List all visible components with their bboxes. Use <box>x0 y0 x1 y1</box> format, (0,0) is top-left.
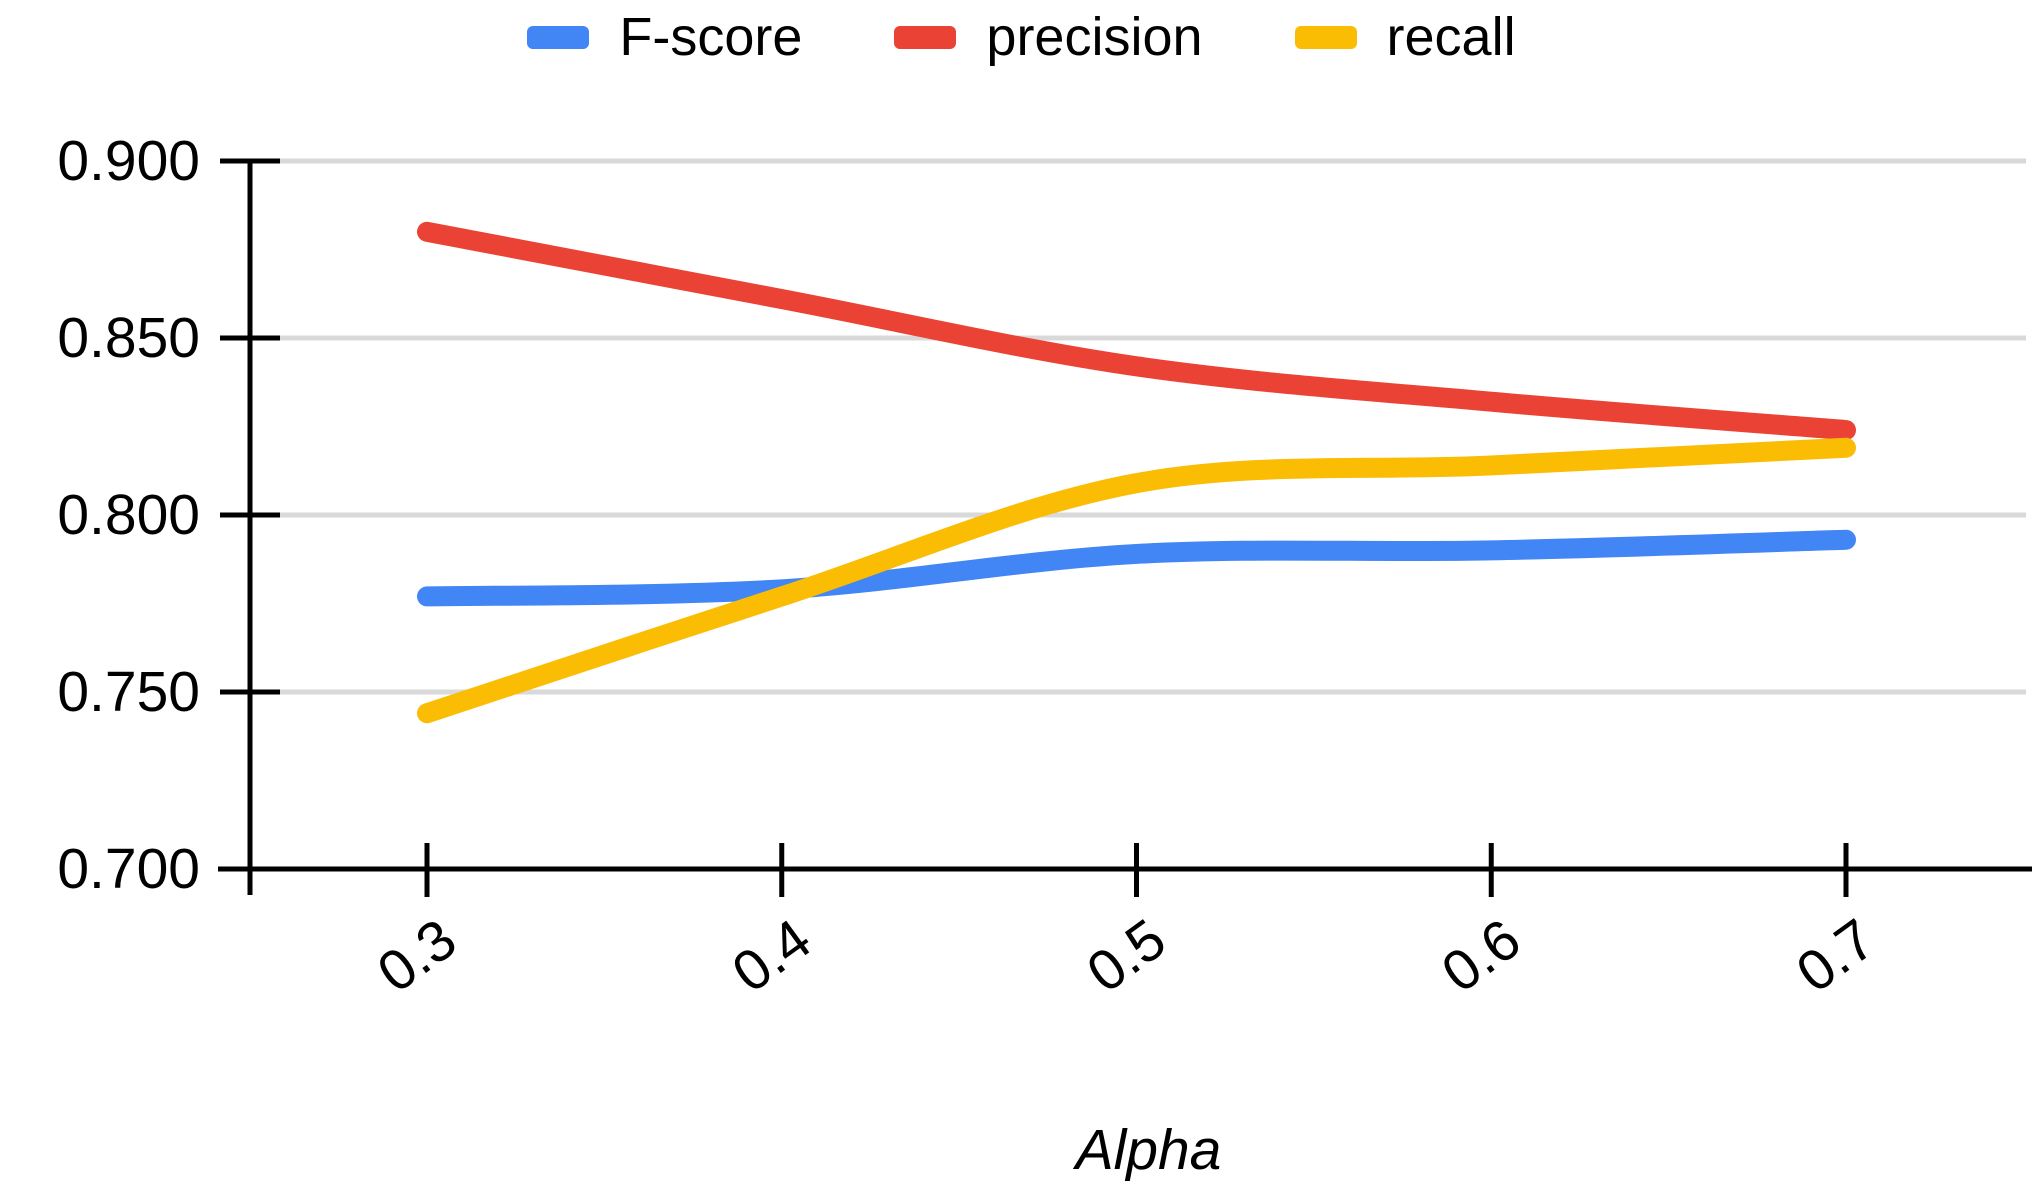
x-tick-label: 0.5 <box>1076 907 1178 1005</box>
y-tick-label: 0.750 <box>57 660 200 724</box>
legend-label-f-score: F-score <box>619 7 803 67</box>
legend-swatch-f-score <box>527 25 590 49</box>
legend-swatch-precision <box>894 25 957 49</box>
x-axis-title: Alpha <box>1073 1118 1222 1182</box>
legend-label-recall: recall <box>1386 7 1516 67</box>
x-tick-label: 0.4 <box>721 907 823 1005</box>
x-tick-label: 0.6 <box>1430 907 1532 1005</box>
y-tick-label: 0.850 <box>57 306 200 370</box>
y-tick-label: 0.800 <box>57 483 200 547</box>
y-tick-label: 0.900 <box>57 129 200 193</box>
legend-swatch-recall <box>1294 25 1357 49</box>
x-tick-label: 0.3 <box>366 907 468 1005</box>
recall-line <box>417 437 1856 724</box>
y-tick-label: 0.700 <box>57 837 200 901</box>
x-tick-label: 0.7 <box>1785 907 1887 1005</box>
legend-item-recall: recall <box>1294 7 1516 67</box>
precision-line <box>417 221 1856 441</box>
legend: F-score precision recall <box>0 10 2043 64</box>
legend-label-precision: precision <box>986 7 1203 67</box>
f-score-line <box>417 529 1856 607</box>
legend-item-f-score: F-score <box>527 10 802 64</box>
legend-item-precision: precision <box>894 7 1203 67</box>
